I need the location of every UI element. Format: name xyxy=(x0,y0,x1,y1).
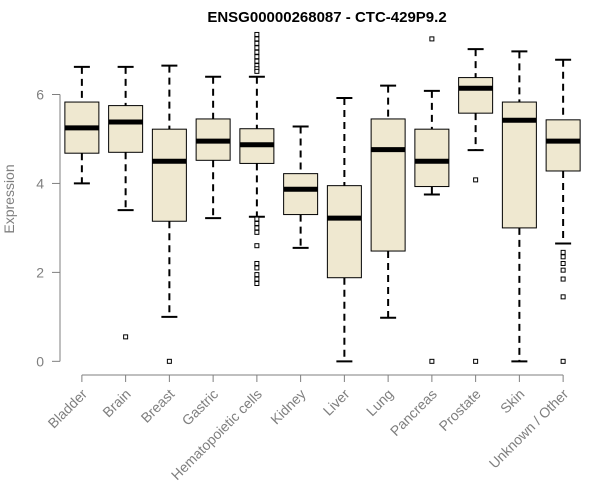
outlier-point xyxy=(429,358,435,364)
outlier-point xyxy=(473,177,479,183)
outlier-point xyxy=(254,40,260,46)
y-tick-label: 0 xyxy=(36,353,44,369)
box-kidney xyxy=(283,125,319,249)
iqr-box xyxy=(414,128,450,188)
outlier-point xyxy=(560,276,566,282)
outlier-point xyxy=(560,358,566,364)
box-pancreas xyxy=(414,36,450,364)
box-liver xyxy=(326,97,362,363)
iqr-box xyxy=(501,101,537,229)
outlier-point xyxy=(254,54,260,60)
outlier-point xyxy=(254,265,260,271)
outlier-point xyxy=(560,267,566,273)
outlier-point xyxy=(560,249,566,255)
outlier-point xyxy=(254,31,260,37)
outlier-point xyxy=(254,36,260,42)
box-hematopoietic-cells xyxy=(239,31,275,286)
outlier-point xyxy=(254,49,260,55)
x-tick-label: Gastric xyxy=(179,386,222,429)
boxes xyxy=(64,31,581,364)
y-tick-label: 2 xyxy=(36,264,44,280)
outlier-point xyxy=(254,216,260,222)
x-tick-label: Bladder xyxy=(45,386,91,432)
outlier-point xyxy=(254,272,260,278)
box-bladder xyxy=(64,65,100,185)
box-unknown-other xyxy=(545,58,581,364)
box-skin xyxy=(501,50,537,363)
x-tick-label: Breast xyxy=(138,386,178,426)
outlier-point xyxy=(254,276,260,282)
iqr-box xyxy=(326,185,362,279)
x-tick-label: Prostate xyxy=(436,386,484,434)
x-tick-label: Skin xyxy=(497,386,528,417)
y-tick-label: 6 xyxy=(36,86,44,102)
outlier-point xyxy=(254,281,260,286)
iqr-box xyxy=(283,173,319,216)
outlier-point xyxy=(560,294,566,300)
iqr-box xyxy=(108,105,144,153)
outlier-point xyxy=(560,254,566,260)
iqr-box xyxy=(151,128,187,222)
iqr-box xyxy=(370,118,406,252)
iqr-box xyxy=(458,77,494,114)
outlier-point xyxy=(254,243,260,249)
x-tick-label: Pancreas xyxy=(387,386,440,439)
outlier-point xyxy=(254,220,260,226)
outlier-point xyxy=(429,36,435,42)
x-tick-label: Brain xyxy=(99,386,133,420)
outlier-point xyxy=(123,334,129,340)
outlier-point xyxy=(560,260,566,266)
box-brain xyxy=(108,65,144,340)
box-prostate xyxy=(458,48,494,364)
outlier-point xyxy=(254,58,260,64)
y-tick-label: 4 xyxy=(36,175,44,191)
y-axis-label: Expression xyxy=(1,164,17,233)
outlier-point xyxy=(254,260,260,266)
box-gastric xyxy=(195,75,231,220)
iqr-box xyxy=(545,119,581,172)
chart-title: ENSG00000268087 - CTC-429P9.2 xyxy=(207,9,446,26)
x-tick-label: Lung xyxy=(363,386,396,419)
outlier-point xyxy=(254,45,260,51)
outlier-point xyxy=(254,229,260,235)
outlier-point xyxy=(254,225,260,231)
box-lung xyxy=(370,84,406,319)
x-tick-label: Kidney xyxy=(267,386,309,428)
x-tick-label: Unknown / Other xyxy=(486,386,572,472)
x-tick-label: Liver xyxy=(320,386,353,419)
outlier-point xyxy=(166,358,172,364)
outlier-point xyxy=(254,68,260,74)
box-breast xyxy=(151,64,187,364)
outlier-point xyxy=(473,358,479,364)
